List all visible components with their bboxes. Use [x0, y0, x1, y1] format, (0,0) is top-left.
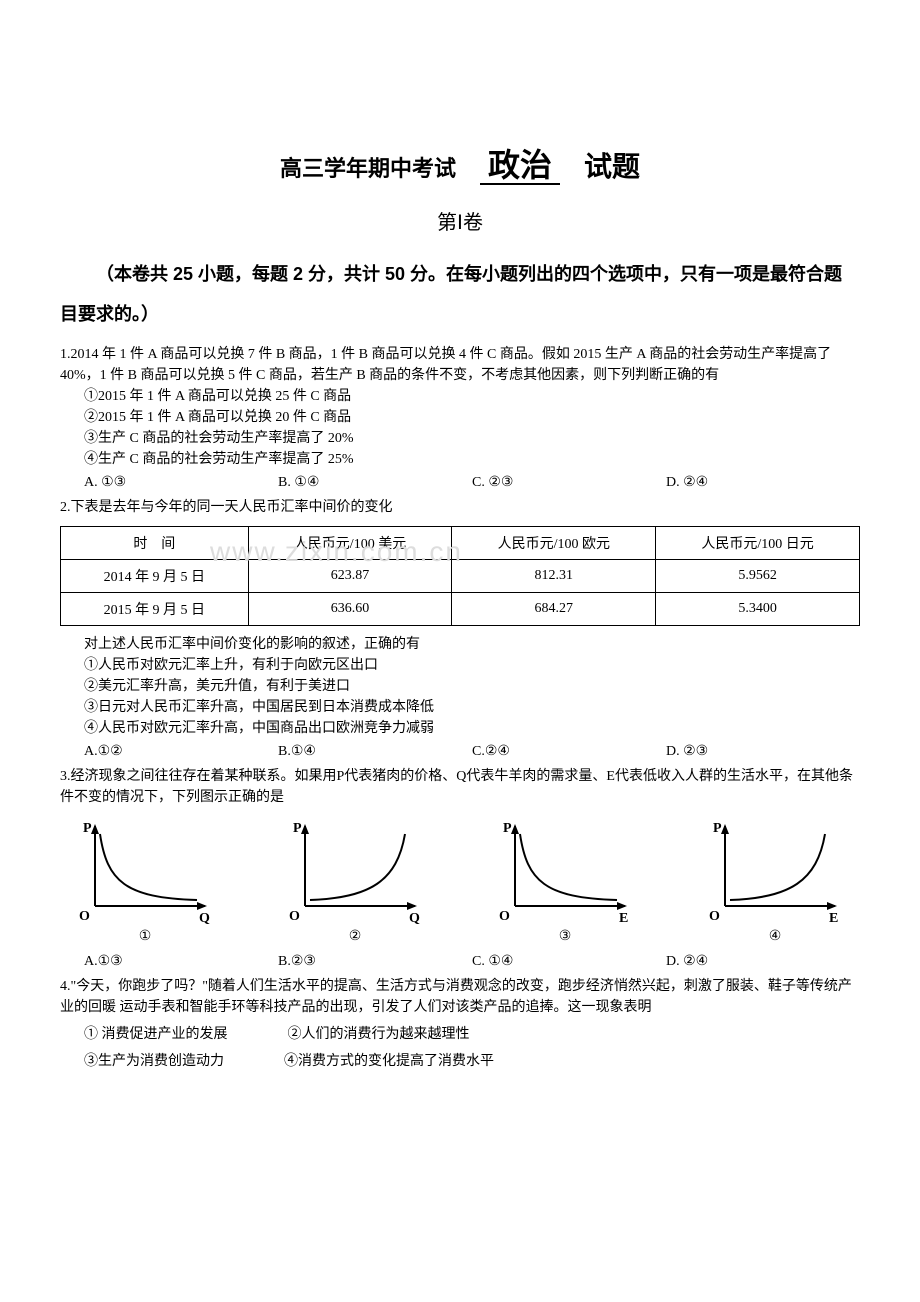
cell: 5.9562 [656, 560, 860, 593]
cell: 684.27 [452, 593, 656, 626]
chart-svg: P O E [490, 816, 640, 926]
title-main: 政治 [480, 147, 560, 185]
q2-sub1: ①人民币对欧元汇率上升，有利于向欧元区出口 [84, 655, 860, 676]
q2-sub3: ③日元对人民币汇率升高，中国居民到日本消费成本降低 [84, 697, 860, 718]
q2-sub4: ④人民币对欧元汇率升高，中国商品出口欧洲竞争力减弱 [84, 718, 860, 739]
q1-opt-d: D. ②④ [666, 474, 860, 491]
chart-cell: P O Q ① [70, 816, 220, 945]
chart-cell: P O E ③ [490, 816, 640, 945]
chart-label: ④ [769, 928, 782, 945]
q3-opt-a: A.①③ [84, 953, 278, 970]
q3-opt-c: C. ①④ [472, 953, 666, 970]
chart-label: ① [139, 928, 152, 945]
instructions: （本卷共 25 小题，每题 2 分，共计 50 分。在每小题列出的四个选项中，只… [60, 255, 860, 334]
title-suffix: 试题 [584, 152, 640, 183]
q2-after: 对上述人民币汇率中间价变化的影响的叙述，正确的有 ①人民币对欧元汇率上升，有利于… [60, 634, 860, 739]
q4-sub3: ③生产为消费创造动力 [84, 1051, 224, 1072]
chart-label: ③ [559, 928, 572, 945]
question-3: 3.经济现象之间往往存在着某种联系。如果用P代表猪肉的价格、Q代表牛羊肉的需求量… [60, 766, 860, 808]
cell: 812.31 [452, 560, 656, 593]
q1-sub4: ④生产 C 商品的社会劳动生产率提高了 25% [84, 449, 860, 470]
cell: 636.60 [248, 593, 452, 626]
cell: 623.87 [248, 560, 452, 593]
title-prefix: 高三学年期中考试 [280, 156, 456, 181]
th-usd: 人民币元/100 美元 [248, 527, 452, 560]
chart-cell: P O Q ② [280, 816, 430, 945]
svg-text:Q: Q [409, 911, 420, 926]
q1-sub3: ③生产 C 商品的社会劳动生产率提高了 20% [84, 428, 860, 449]
th-time: 时 间 [61, 527, 249, 560]
q1-options: A. ①③ B. ①④ C. ②③ D. ②④ [84, 474, 860, 491]
q3-stem: 3.经济现象之间往往存在着某种联系。如果用P代表猪肉的价格、Q代表牛羊肉的需求量… [60, 766, 860, 808]
svg-text:P: P [713, 821, 722, 836]
q2-sub2: ②美元汇率升高，美元升值，有利于美进口 [84, 676, 860, 697]
chart-label: ② [349, 928, 362, 945]
table-row: 2014 年 9 月 5 日 623.87 812.31 5.9562 [61, 560, 860, 593]
q4-sub1: ① 消费促进产业的发展 [84, 1024, 228, 1045]
svg-text:O: O [499, 909, 510, 924]
q2-opt-b: B.①④ [278, 743, 472, 760]
q2-after-text: 对上述人民币汇率中间价变化的影响的叙述，正确的有 [84, 634, 860, 655]
svg-text:E: E [619, 911, 628, 926]
q1-opt-c: C. ②③ [472, 474, 666, 491]
svg-text:P: P [83, 821, 92, 836]
th-eur: 人民币元/100 欧元 [452, 527, 656, 560]
svg-text:O: O [79, 909, 90, 924]
q1-opt-a: A. ①③ [84, 474, 278, 491]
cell: 2014 年 9 月 5 日 [61, 560, 249, 593]
svg-text:O: O [289, 909, 300, 924]
section-label: 第Ⅰ卷 [60, 206, 860, 235]
q2-options: A.①② B.①④ C.②④ D. ②③ [84, 743, 860, 760]
q1-sub2: ②2015 年 1 件 A 商品可以兑换 20 件 C 商品 [84, 407, 860, 428]
exchange-table: 时 间 人民币元/100 美元 人民币元/100 欧元 人民币元/100 日元 … [60, 526, 860, 626]
svg-text:P: P [293, 821, 302, 836]
q3-options: A.①③ B.②③ C. ①④ D. ②④ [84, 953, 860, 970]
svg-text:O: O [709, 909, 720, 924]
q4-subs: ① 消费促进产业的发展 ②人们的消费行为越来越理性 ③生产为消费创造动力 ④消费… [60, 1024, 860, 1072]
question-4: 4."今天，你跑步了吗？"随着人们生活水平的提高、生活方式与消费观念的改变，跑步… [60, 976, 860, 1018]
question-1: 1.2014 年 1 件 A 商品可以兑换 7 件 B 商品，1 件 B 商品可… [60, 344, 860, 470]
th-jpy: 人民币元/100 日元 [656, 527, 860, 560]
cell: 5.3400 [656, 593, 860, 626]
q4-sub2: ②人们的消费行为越来越理性 [288, 1024, 470, 1045]
q2-stem: 2.下表是去年与今年的同一天人民币汇率中间价的变化 [60, 497, 860, 518]
chart-cell: P O E ④ [700, 816, 850, 945]
cell: 2015 年 9 月 5 日 [61, 593, 249, 626]
q2-opt-a: A.①② [84, 743, 278, 760]
table-row: 2015 年 9 月 5 日 636.60 684.27 5.3400 [61, 593, 860, 626]
q1-opt-b: B. ①④ [278, 474, 472, 491]
q1-sub1: ①2015 年 1 件 A 商品可以兑换 25 件 C 商品 [84, 386, 860, 407]
svg-text:Q: Q [199, 911, 210, 926]
q3-opt-b: B.②③ [278, 953, 472, 970]
chart-svg: P O Q [280, 816, 430, 926]
table-header-row: 时 间 人民币元/100 美元 人民币元/100 欧元 人民币元/100 日元 [61, 527, 860, 560]
chart-svg: P O E [700, 816, 850, 926]
chart-row: P O Q ① P O Q ② P O [70, 816, 850, 945]
svg-text:E: E [829, 911, 838, 926]
svg-text:P: P [503, 821, 512, 836]
question-2: 2.下表是去年与今年的同一天人民币汇率中间价的变化 [60, 497, 860, 518]
chart-svg: P O Q [70, 816, 220, 926]
q4-sub4: ④消费方式的变化提高了消费水平 [284, 1051, 494, 1072]
q3-opt-d: D. ②④ [666, 953, 860, 970]
q1-stem: 1.2014 年 1 件 A 商品可以兑换 7 件 B 商品，1 件 B 商品可… [60, 344, 860, 386]
q4-stem: 4."今天，你跑步了吗？"随着人们生活水平的提高、生活方式与消费观念的改变，跑步… [60, 976, 860, 1018]
q2-opt-c: C.②④ [472, 743, 666, 760]
q2-opt-d: D. ②③ [666, 743, 860, 760]
